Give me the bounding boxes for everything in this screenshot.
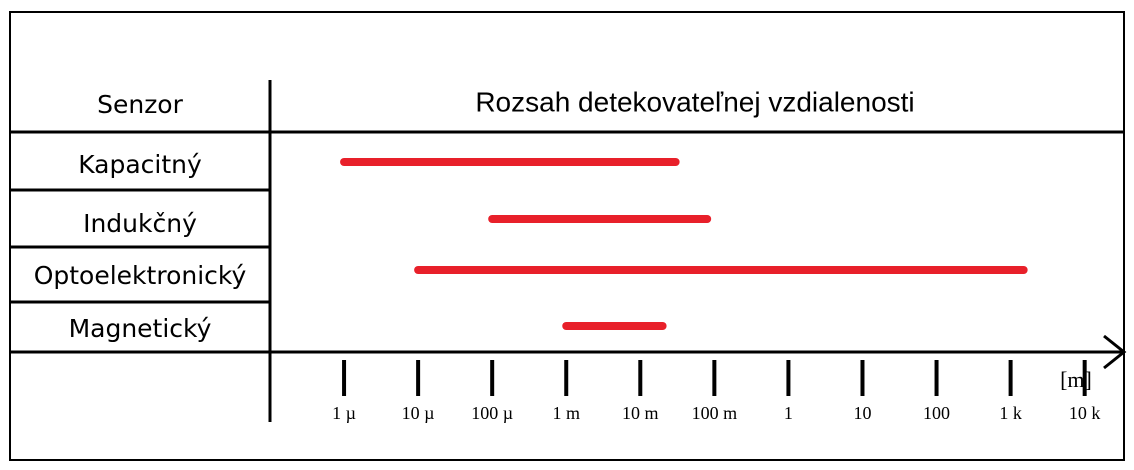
- category-label: Optoelektronický: [34, 261, 247, 290]
- x-tick-label: 10 k: [1069, 403, 1101, 423]
- axis-arrow: [1103, 334, 1127, 370]
- category-label: Indukčný: [83, 209, 197, 238]
- x-tick-label: 10 m: [622, 403, 659, 423]
- x-tick-label: 100: [923, 403, 950, 423]
- x-tick-label: 100 m: [692, 403, 738, 423]
- category-header: Senzor: [97, 90, 184, 119]
- x-tick-label: 100 µ: [471, 403, 513, 423]
- category-label: Kapacitný: [78, 150, 202, 179]
- x-tick-label: 1: [784, 403, 793, 423]
- x-tick-label: 10: [853, 403, 871, 423]
- x-tick-label: 1 µ: [332, 403, 356, 423]
- x-tick-label: 1 m: [552, 403, 580, 423]
- chart-title: Rozsah detekovateľnej vzdialenosti: [475, 86, 914, 117]
- x-tick-label: 1 k: [999, 403, 1022, 423]
- x-tick-label: 10 µ: [402, 403, 435, 423]
- frame: [9, 11, 1125, 461]
- category-label: Magnetický: [69, 314, 212, 343]
- axis-unit: [m]: [1060, 367, 1092, 392]
